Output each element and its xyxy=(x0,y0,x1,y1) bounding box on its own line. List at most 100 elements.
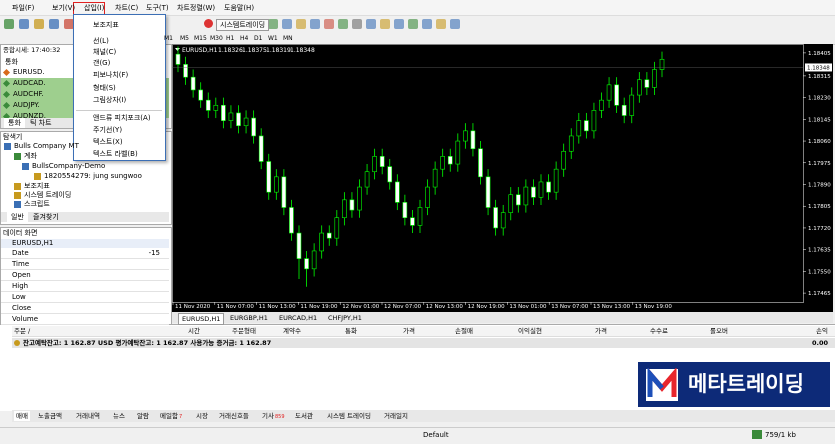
menu-item[interactable]: 도움말(H) xyxy=(224,4,255,12)
symbol-name[interactable]: AUDCAD. xyxy=(13,79,46,87)
column-header[interactable]: 통화 xyxy=(345,327,357,335)
column-header[interactable]: 계약수 xyxy=(283,327,301,335)
panel-tab[interactable]: 통화 xyxy=(4,118,25,128)
column-header[interactable]: 수수료 xyxy=(650,327,668,335)
timeframe-button[interactable]: H4 xyxy=(240,35,249,42)
insert-menu-item[interactable]: 그림상자(I) xyxy=(93,96,127,104)
menu-item[interactable]: 파일(F) xyxy=(12,4,35,12)
candle-body xyxy=(485,176,491,208)
timeframe-button[interactable]: M5 xyxy=(180,35,189,42)
symbol-name[interactable]: EURUSD. xyxy=(13,68,45,76)
chart-tab[interactable]: EURUSD,H1 xyxy=(178,313,225,325)
timeframe-button[interactable]: MN xyxy=(283,35,293,42)
insert-menu-item[interactable]: 형태(S) xyxy=(93,84,116,92)
auto-trading-button[interactable]: 시스템트레이딩 xyxy=(216,19,270,31)
column-header[interactable]: 가격 xyxy=(595,327,607,335)
candle-body xyxy=(296,232,302,259)
data-label: Volume xyxy=(12,315,39,323)
menu-item[interactable]: 차트(C) xyxy=(115,4,139,12)
candle-body xyxy=(644,79,650,88)
symbol-name[interactable]: AUDNZD. xyxy=(13,112,46,120)
tree-item[interactable]: 스크립트 xyxy=(24,200,50,208)
column-header[interactable]: 롤오버 xyxy=(710,327,728,335)
toolbar-icon xyxy=(282,19,292,29)
panel-tab[interactable]: 틱 차트 xyxy=(30,119,52,127)
insert-menu-item[interactable]: 주기선(Y) xyxy=(93,126,123,134)
column-header[interactable]: 손익 xyxy=(816,327,828,335)
column-header[interactable]: 손절매 xyxy=(455,327,473,335)
terminal-tab[interactable]: 도서관 xyxy=(295,412,313,420)
chart-tab[interactable]: EURGBP,H1 xyxy=(230,314,268,322)
terminal-tab[interactable]: 거래내역 xyxy=(76,412,100,420)
candle-body xyxy=(349,199,355,211)
toolbar-icon xyxy=(34,19,44,29)
insert-menu-item[interactable]: 채널(C) xyxy=(93,48,117,56)
insert-menu-item[interactable]: 갠(G) xyxy=(93,59,111,67)
timeframe-button[interactable]: D1 xyxy=(254,35,263,42)
terminal-tab[interactable]: 뉴스 xyxy=(113,412,125,420)
chart-tab-strip xyxy=(172,312,833,323)
menu-item[interactable]: 보기(V) xyxy=(52,4,76,12)
candle-body xyxy=(251,117,256,137)
insert-menu-item[interactable]: 선(L) xyxy=(93,37,109,45)
timeframe-button[interactable]: M30 xyxy=(210,35,223,42)
candle-body xyxy=(568,135,574,152)
toolbar-icon xyxy=(450,19,460,29)
insert-menu-item[interactable]: 텍스트 라벨(B) xyxy=(93,150,138,158)
column-header[interactable]: 가격 xyxy=(403,327,415,335)
insert-menu-item[interactable]: 텍스트(X) xyxy=(93,138,123,146)
row-divider xyxy=(1,302,169,303)
toolbar-icon xyxy=(19,19,29,29)
terminal-tab[interactable]: 기사 xyxy=(262,412,274,420)
timeframe-button[interactable]: M1 xyxy=(164,35,173,42)
candle-body xyxy=(213,104,219,111)
timeframe-button[interactable]: M15 xyxy=(194,35,207,42)
insert-menu-item[interactable]: 보조지표 xyxy=(93,21,119,29)
x-tick-label: 12 Nov 19:00 xyxy=(468,304,506,310)
column-header[interactable]: 주문형태 xyxy=(232,327,256,335)
timeframe-button[interactable]: W1 xyxy=(268,35,278,42)
symbol-name[interactable]: AUDCHF. xyxy=(13,90,44,98)
tree-item[interactable]: BullsCompany-Demo xyxy=(32,162,106,170)
timeframe-button[interactable]: H1 xyxy=(226,35,235,42)
terminal-side-label: 터미널 xyxy=(0,365,3,382)
toolbar-icon xyxy=(324,19,334,29)
candle-body xyxy=(183,64,188,78)
tree-item[interactable]: 계좌 xyxy=(24,152,37,160)
panel-tab[interactable]: 즐겨찾기 xyxy=(33,213,59,221)
menu-item[interactable]: 삽입(I) xyxy=(84,4,105,12)
terminal-header xyxy=(12,326,835,337)
terminal-tab[interactable]: 시장 xyxy=(196,412,208,420)
y-tick-label: 1.18060 xyxy=(808,139,831,145)
terminal-tab[interactable]: 시스템 트레이딩 xyxy=(327,412,371,420)
candle-body xyxy=(478,148,483,178)
tree-item[interactable]: 1820554279: jung sungwoo xyxy=(44,172,142,180)
panel-tab[interactable]: 일반 xyxy=(7,212,28,222)
toolbar-icon xyxy=(310,19,320,29)
column-header[interactable]: 주문 / xyxy=(14,327,31,335)
insert-menu-item[interactable]: 피보나치(F) xyxy=(93,71,129,79)
terminal-tab[interactable]: 거래신호들 xyxy=(219,412,249,420)
column-header[interactable]: 이익실현 xyxy=(518,327,542,335)
symbol-name[interactable]: AUDJPY. xyxy=(13,101,40,109)
column-header[interactable]: 시간 xyxy=(188,327,200,335)
tree-item[interactable]: 보조지표 xyxy=(24,182,50,190)
terminal-tab[interactable]: 노출금액 xyxy=(38,412,62,420)
menu-item[interactable]: 차트정렬(W) xyxy=(177,4,216,12)
tab-strip xyxy=(1,212,169,222)
tree-item[interactable]: 시스템 트레이딩 xyxy=(24,191,72,199)
chart-tab[interactable]: CHFJPY,H1 xyxy=(328,314,362,322)
terminal-tab[interactable]: 알람 xyxy=(137,412,149,420)
terminal-tab[interactable]: 메일함 xyxy=(160,412,178,420)
terminal-tab[interactable]: 거래일지 xyxy=(384,412,408,420)
data-label: Time xyxy=(12,260,30,268)
terminal-tab[interactable]: 매매 xyxy=(14,411,30,421)
chart-tab[interactable]: EURCAD,H1 xyxy=(279,314,318,322)
tree-item[interactable]: Bulls Company MT xyxy=(14,142,79,150)
insert-menu-item[interactable]: 앤드류 피치포크(A) xyxy=(93,114,151,122)
menu-item[interactable]: 도구(T) xyxy=(146,4,169,12)
candle-body xyxy=(614,84,619,106)
tab-badge: 859 xyxy=(275,414,285,420)
column-header: 통화 xyxy=(5,58,18,66)
